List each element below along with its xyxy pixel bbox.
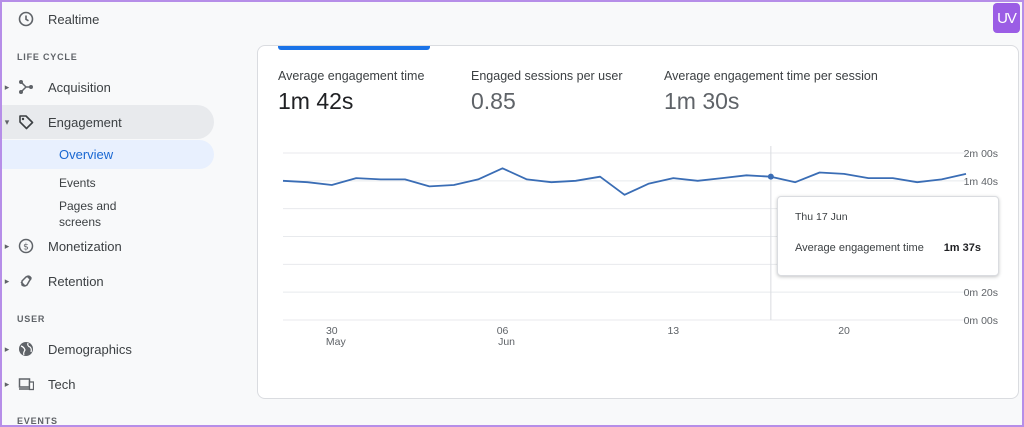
metric-value: 1m 42s xyxy=(278,88,354,114)
x-tick-label: 30 xyxy=(326,325,338,337)
caret-right-icon[interactable]: ▸ xyxy=(4,378,10,389)
sidebar-subitem-label: Pages and xyxy=(59,199,117,213)
sidebar-subitem-pages-and-screens[interactable]: Pages and screens xyxy=(0,198,214,230)
magnet-icon xyxy=(16,271,36,291)
sidebar-item-label: Acquisition xyxy=(48,79,111,95)
highlight-point xyxy=(767,173,774,180)
section-label-lifecycle: LIFE CYCLE xyxy=(17,52,78,62)
sidebar-subitem-events[interactable]: Events xyxy=(59,176,96,190)
clock-icon xyxy=(16,9,36,29)
metric-tab-average-engagement-time-per-session[interactable]: Average engagement time per session 1m 3… xyxy=(664,69,878,115)
y-tick-label: 0m 20s xyxy=(964,287,998,299)
sidebar-item-acquisition[interactable]: ▸ Acquisition xyxy=(0,70,214,104)
caret-down-icon[interactable]: ▾ xyxy=(4,116,10,127)
tooltip-metric-label: Average engagement time xyxy=(795,242,924,254)
section-label-events: EVENTS xyxy=(17,416,58,426)
x-tick-label: 06 xyxy=(497,325,509,337)
caret-right-icon[interactable]: ▸ xyxy=(4,81,10,92)
sidebar-item-label: Demographics xyxy=(48,341,132,357)
sidebar-item-label: Retention xyxy=(48,273,104,289)
metric-tab-engaged-sessions-per-user[interactable]: Engaged sessions per user 0.85 xyxy=(471,69,622,115)
svg-text:$: $ xyxy=(23,243,29,253)
sidebar-item-label: Engagement xyxy=(48,114,122,130)
series-line xyxy=(282,167,967,196)
caret-right-icon[interactable]: ▸ xyxy=(4,240,10,251)
dollar-icon: $ xyxy=(16,236,36,256)
x-tick-sublabel: May xyxy=(326,336,347,348)
metric-label: Average engagement time xyxy=(278,69,425,83)
sidebar-item-realtime[interactable]: Realtime xyxy=(0,2,214,36)
metric-label: Average engagement time per session xyxy=(664,69,878,83)
metric-value: 0.85 xyxy=(471,88,516,114)
sidebar-item-tech[interactable]: ▸ Tech xyxy=(0,367,214,401)
metric-tab-average-engagement-time[interactable]: Average engagement time 1m 42s xyxy=(278,69,424,115)
y-tick-label: 1m 40s xyxy=(964,176,998,188)
tooltip-metric-value: 1m 37s xyxy=(943,242,981,254)
sidebar-subitem-label: screens xyxy=(59,215,102,229)
selected-metric-indicator xyxy=(278,46,430,50)
caret-right-icon[interactable]: ▸ xyxy=(4,275,10,286)
x-tick-label: 20 xyxy=(838,325,850,337)
sidebar-item-label: Realtime xyxy=(48,11,100,27)
engagement-overview-card: Average engagement time 1m 42s Engaged s… xyxy=(257,45,1019,399)
sidebar-item-demographics[interactable]: ▸ Demographics xyxy=(0,332,214,366)
sidebar-item-engagement[interactable]: ▾ Engagement xyxy=(0,105,214,139)
y-tick-label: 0m 00s xyxy=(964,315,998,327)
devices-icon xyxy=(16,374,36,394)
tooltip-date: Thu 17 Jun xyxy=(795,211,848,223)
sidebar-item-label: Monetization xyxy=(48,238,122,254)
uv-logo: UV xyxy=(993,3,1020,33)
sidebar-subitem-overview[interactable]: Overview xyxy=(0,140,214,169)
globe-icon xyxy=(16,339,36,359)
sidebar-item-monetization[interactable]: ▸ $ Monetization xyxy=(0,229,214,263)
x-tick-sublabel: Jun xyxy=(498,336,515,348)
acquisition-icon xyxy=(16,77,36,97)
caret-right-icon[interactable]: ▸ xyxy=(4,343,10,354)
sidebar-item-label: Tech xyxy=(48,376,76,392)
chart-tooltip: Thu 17 Jun Average engagement time 1m 37… xyxy=(777,196,999,276)
tag-icon xyxy=(16,112,36,132)
sidebar-item-retention[interactable]: ▸ Retention xyxy=(0,264,214,298)
metric-label: Engaged sessions per user xyxy=(471,69,623,83)
metric-value: 1m 30s xyxy=(664,88,740,114)
x-tick-label: 13 xyxy=(667,325,679,337)
section-label-user: USER xyxy=(17,314,46,324)
y-tick-label: 2m 00s xyxy=(964,148,998,160)
sidebar: Realtime LIFE CYCLE ▸ Acquisition ▾ Enga… xyxy=(0,0,222,427)
